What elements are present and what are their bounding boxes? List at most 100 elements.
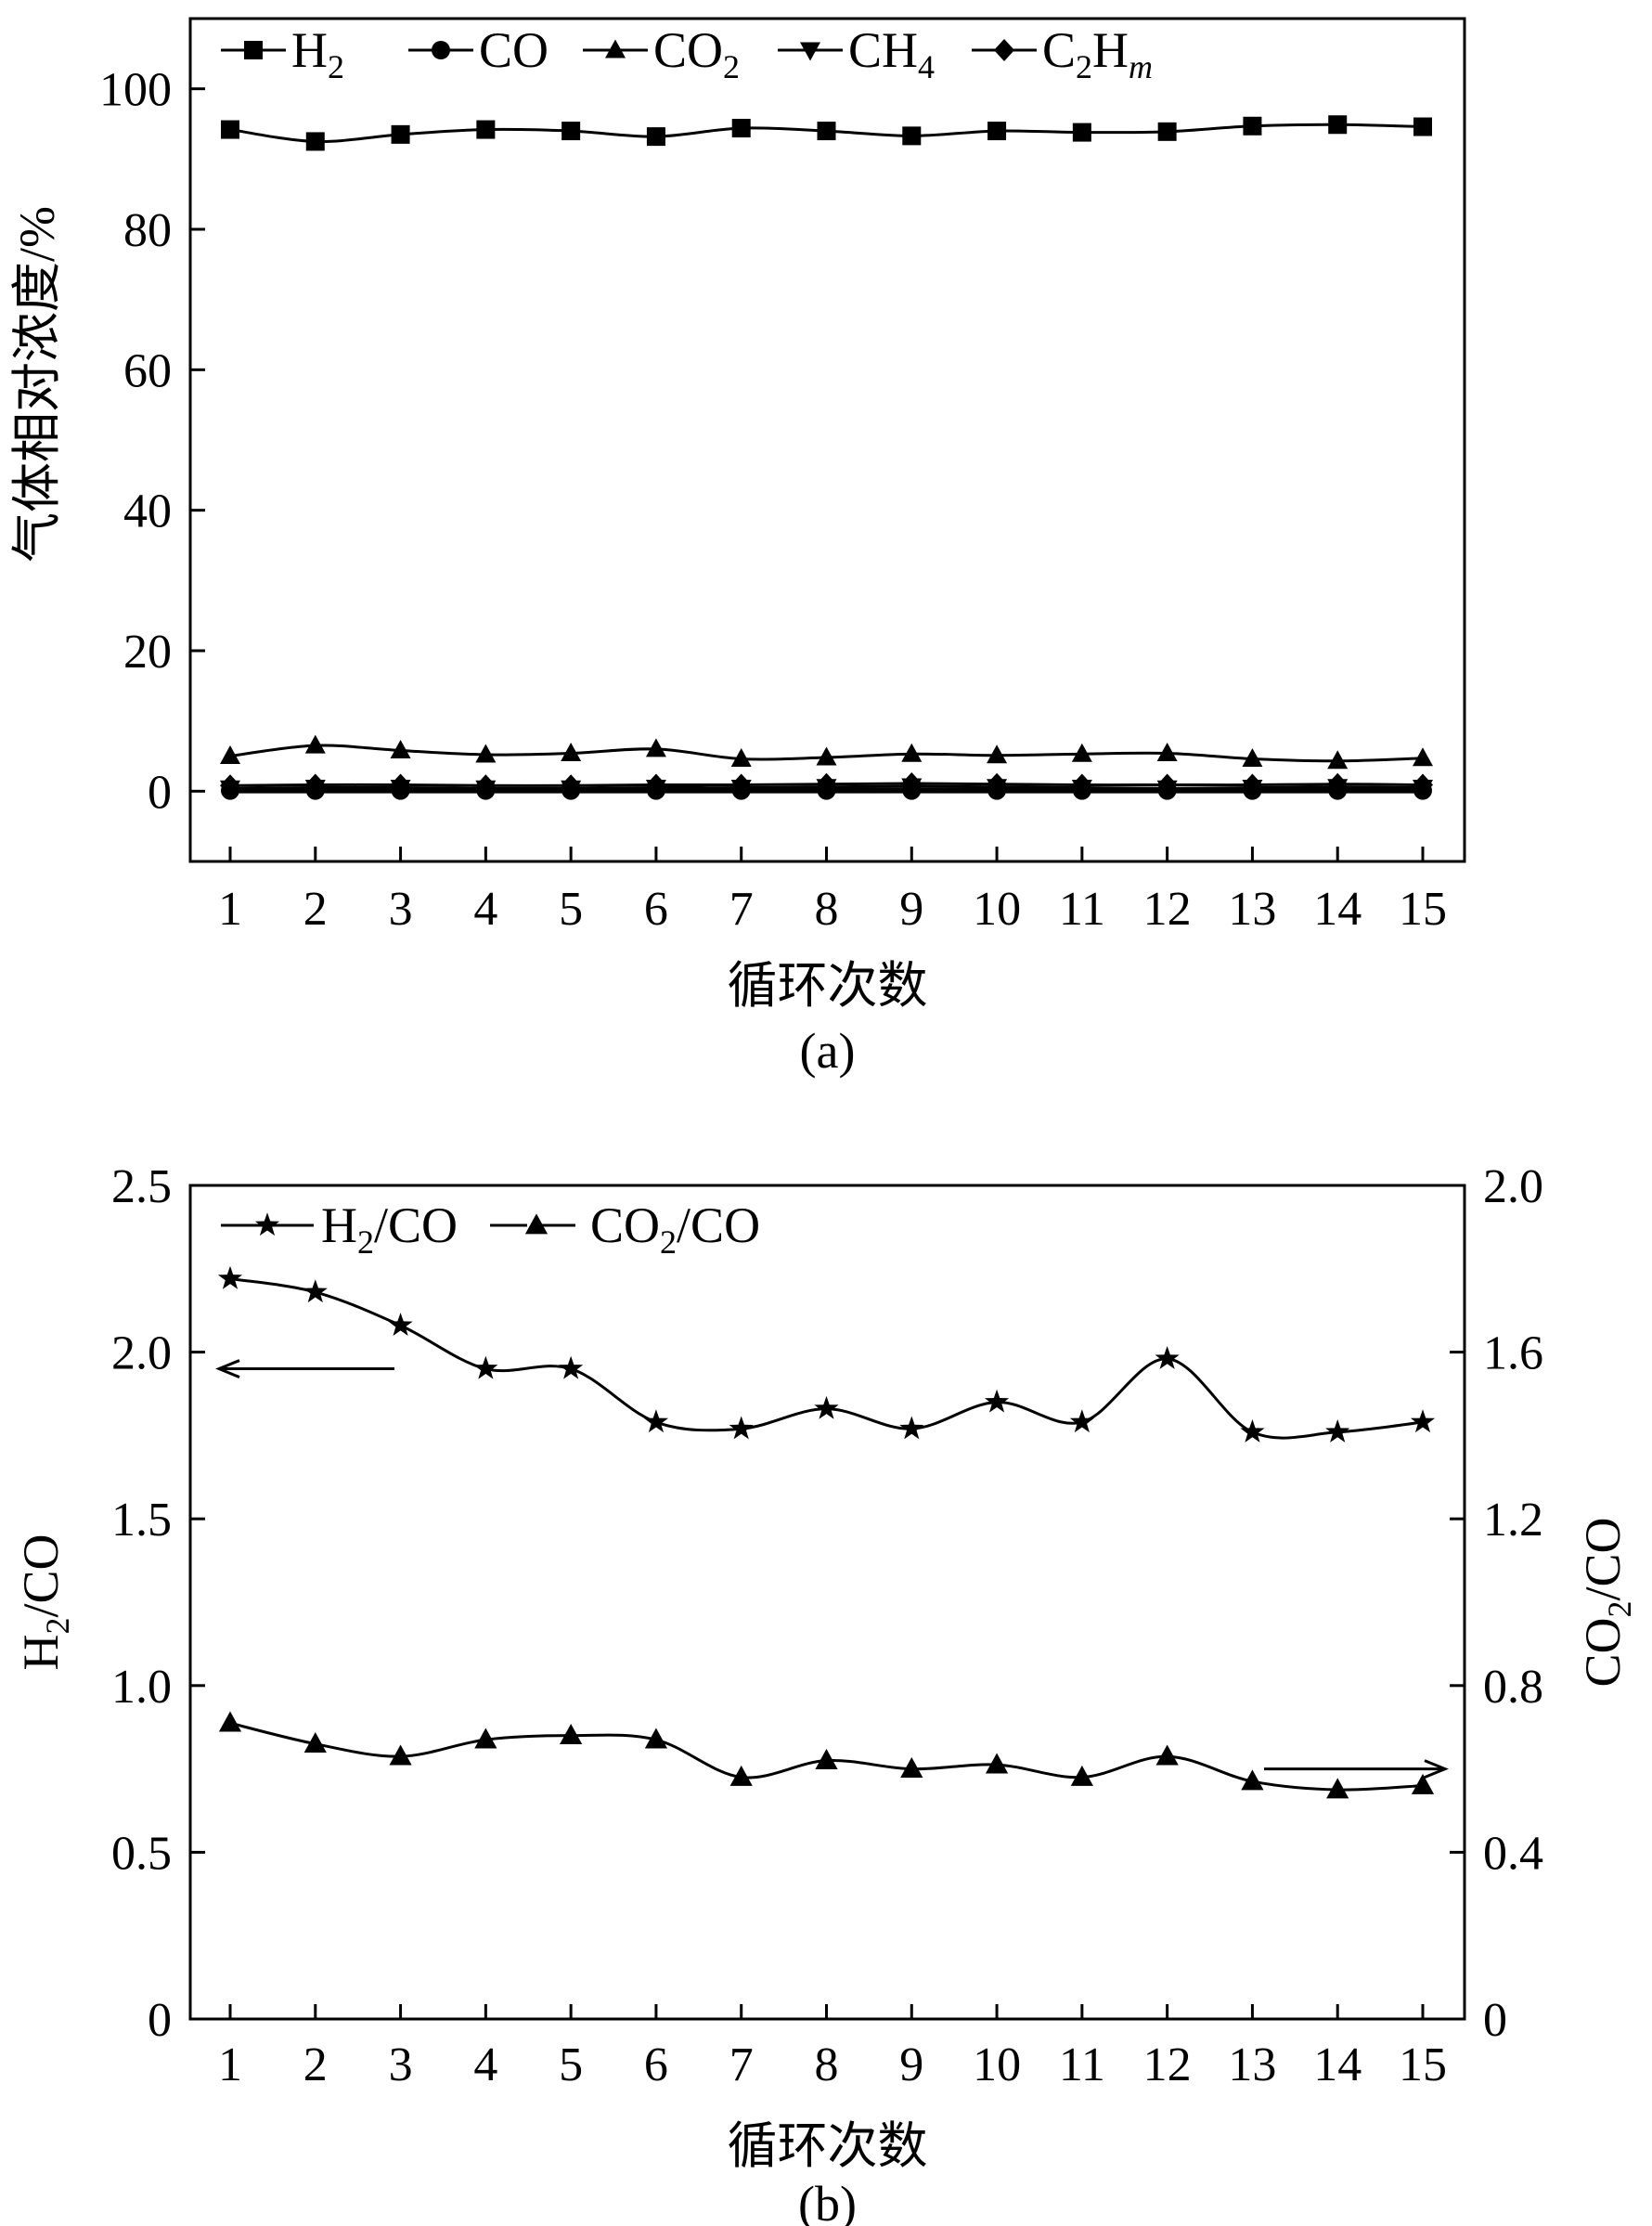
y-right-tick-label: 1.2 (1483, 1494, 1543, 1547)
legend-marker (800, 42, 820, 61)
data-point-co2 (730, 748, 752, 768)
data-point-c2hm (987, 772, 1008, 796)
data-point-series-1 (474, 1728, 497, 1749)
data-point-c2hm (1327, 772, 1349, 796)
x-tick-label: 7 (729, 883, 754, 936)
data-point-c2hm (730, 773, 752, 796)
data-point-series-0 (559, 1355, 584, 1379)
data-point-h2 (1072, 123, 1091, 142)
y-tick-label: 20 (123, 626, 172, 679)
x-tick-label: 4 (473, 883, 497, 936)
data-point-co2 (987, 744, 1008, 764)
data-point-series-1 (1326, 1778, 1349, 1799)
x-tick-label: 7 (729, 2038, 754, 2091)
legend-marker (524, 1213, 549, 1235)
y-left-tick-label: 1.5 (111, 1494, 172, 1547)
legend-label: C2Hm (1042, 22, 1153, 85)
data-point-co2 (1413, 747, 1433, 767)
data-point-h2 (1413, 117, 1432, 136)
legend-label: H2/CO (321, 1197, 458, 1261)
data-point-series-1 (389, 1744, 412, 1766)
data-point-series-1 (1411, 1773, 1435, 1794)
data-point-series-1 (303, 1732, 327, 1754)
data-point-h2 (391, 124, 410, 144)
data-point-c2hm (901, 772, 923, 796)
x-tick-label: 5 (559, 2038, 583, 2091)
data-point-series-1 (644, 1728, 668, 1749)
data-point-c2hm (561, 774, 582, 797)
data-point-series-0 (1410, 1409, 1436, 1433)
data-point-co2 (1242, 748, 1263, 768)
right-axis-arrowhead (1424, 1759, 1449, 1779)
legend-label: CO2 (653, 22, 740, 85)
x-tick-label: 5 (559, 883, 583, 936)
data-point-series-0 (1069, 1409, 1094, 1433)
data-point-co2 (1327, 750, 1349, 770)
legend-marker (254, 1212, 280, 1236)
data-point-co2 (304, 734, 326, 754)
x-tick-label: 9 (899, 2038, 923, 2091)
data-point-series-1 (560, 1724, 583, 1745)
x-tick-label: 10 (973, 883, 1021, 936)
x-tick-label: 14 (1313, 883, 1362, 936)
data-point-series-1 (815, 1748, 838, 1769)
data-point-co2 (1071, 743, 1092, 762)
x-tick-label: 3 (389, 883, 413, 936)
x-tick-label: 15 (1399, 2038, 1447, 2091)
x-tick-label: 8 (815, 883, 839, 936)
y-right-axis-title: CO2/CO (1575, 1517, 1638, 1687)
plot-frame (188, 17, 1466, 863)
x-tick-label: 11 (1059, 2038, 1105, 2091)
data-point-co2 (475, 744, 497, 763)
legend-label: CO2/CO (590, 1197, 760, 1261)
y-tick-label: 0 (148, 766, 172, 819)
y-right-tick-label: 0.4 (1483, 1827, 1543, 1880)
y-left-axis-title: H2/CO (13, 1534, 76, 1670)
data-point-series-0 (984, 1389, 1010, 1413)
data-point-series-1 (1155, 1744, 1179, 1766)
x-tick-label: 2 (303, 883, 328, 936)
legend-label: H2 (291, 22, 344, 85)
data-point-co2 (901, 743, 923, 762)
data-point-c2hm (390, 773, 411, 796)
data-point-h2 (1328, 115, 1348, 135)
y-tick-label: 60 (123, 344, 172, 397)
data-point-c2hm (1413, 773, 1433, 796)
y-left-tick-label: 2.0 (111, 1327, 172, 1380)
panel-b-chart: 00.51.01.52.02.500.40.81.21.62.01 2 3 4 5 6 7 8… (13, 1160, 1638, 2226)
data-point-co2 (561, 742, 582, 761)
y-left-tick-label: 1.0 (111, 1661, 172, 1714)
y-left-tick-label: 2.5 (111, 1160, 172, 1213)
x-tick-label: 15 (1399, 883, 1447, 936)
data-point-series-0 (899, 1416, 924, 1440)
data-point-series-0 (303, 1279, 328, 1303)
panel-caption: (a) (800, 1023, 856, 1079)
y-left-tick-label: 0 (148, 1994, 172, 2047)
legend-marker (605, 39, 626, 58)
x-axis-title: 循环次数 (728, 2118, 928, 2174)
data-point-h2 (561, 122, 581, 141)
data-point-series-0 (729, 1416, 754, 1440)
y-right-tick-label: 0.8 (1483, 1661, 1543, 1714)
data-point-series-1 (729, 1765, 753, 1786)
data-point-h2 (305, 132, 325, 151)
data-point-series-1 (900, 1756, 923, 1778)
data-point-series-0 (1240, 1419, 1265, 1443)
panel-caption: (b) (798, 2176, 857, 2226)
x-axis-title: 循环次数 (728, 958, 928, 1014)
x-tick-label: 1 (218, 883, 242, 936)
data-point-series-0 (217, 1265, 243, 1289)
data-point-co2 (1156, 742, 1178, 761)
legend-marker (994, 39, 1014, 61)
series-line-0 (229, 1277, 1424, 1440)
plot-frame (188, 1184, 1466, 2021)
data-point-series-1 (985, 1753, 1009, 1774)
data-point-series-0 (643, 1409, 669, 1433)
data-point-h2 (731, 119, 751, 138)
x-tick-label: 4 (473, 2038, 497, 2091)
data-point-series-1 (218, 1711, 242, 1732)
x-tick-label: 13 (1228, 2038, 1276, 2091)
x-tick-label: 6 (644, 883, 668, 936)
